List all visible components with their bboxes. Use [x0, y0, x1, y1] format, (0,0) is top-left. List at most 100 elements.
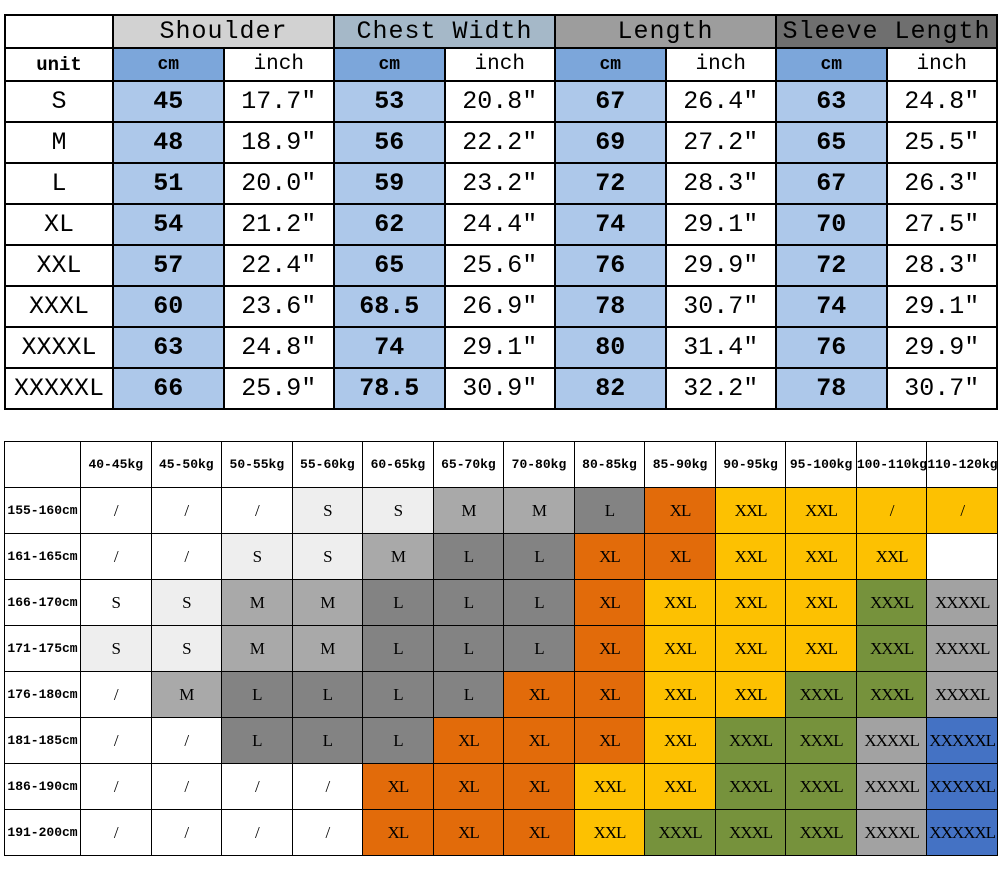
- size-label: XXXL: [4, 285, 114, 328]
- fit-cell: XL: [644, 533, 716, 580]
- inch-value: 30.7": [664, 285, 777, 328]
- fit-row-181-185cm: 181-185cm / / L L L XL XL XL XXL XXXL XXXL XXXXL XXXX…: [4, 717, 998, 764]
- size-chart-page: Shoulder Chest Width Length Sleeve Length u…: [0, 14, 1000, 856]
- fit-cell: /: [80, 809, 152, 856]
- unit-label: unit: [4, 47, 114, 82]
- fit-cell: L: [432, 533, 505, 580]
- fit-cell: /: [150, 487, 223, 534]
- cm-value: 68.5: [333, 285, 446, 328]
- size-label: XXXXL: [4, 326, 114, 369]
- fit-cell: L: [362, 717, 434, 764]
- corner-cell: [4, 14, 114, 49]
- fit-cell: XXL: [785, 533, 857, 580]
- inch-value: 32.2": [664, 367, 777, 410]
- unit-header-cm: cm: [775, 47, 888, 82]
- fit-cell: XXXL: [855, 671, 928, 718]
- fit-cell: /: [150, 717, 223, 764]
- fit-cell: XXXXXL: [926, 809, 998, 856]
- fit-cell: XXL: [855, 533, 928, 580]
- inch-value: 27.2": [664, 121, 777, 164]
- weight-header: 65-70kg: [432, 441, 505, 488]
- fit-cell: XXL: [573, 763, 646, 810]
- fit-cell: XL: [573, 533, 646, 580]
- cm-value: 78.5: [333, 367, 446, 410]
- fit-cell: XXL: [714, 579, 787, 626]
- fit-cell: L: [291, 671, 364, 718]
- inch-value: 29.9": [664, 244, 777, 287]
- fit-cell: L: [362, 625, 434, 672]
- fit-cell: /: [150, 763, 223, 810]
- inch-value: 31.4": [664, 326, 777, 369]
- cm-value: 78: [775, 367, 888, 410]
- size-label: XXL: [4, 244, 114, 287]
- measurement-table: Shoulder Chest Width Length Sleeve Length u…: [4, 14, 998, 410]
- cm-value: 74: [775, 285, 888, 328]
- size-row-xl: XL 54 21.2" 62 24.4" 74 29.1" 70 27.5": [4, 203, 998, 246]
- unit-header-cm: cm: [112, 47, 225, 82]
- fit-row-166-170cm: 166-170cm S S M M L L L XL XXL XXL XXL XXXL XXXXL: [4, 579, 998, 626]
- fit-cell: L: [362, 579, 434, 626]
- fit-cell: XXXXL: [855, 717, 928, 764]
- size-row-xxl: XXL 57 22.4" 65 25.6" 76 29.9" 72 28.3": [4, 244, 998, 287]
- fit-cell: M: [291, 625, 364, 672]
- fit-cell: XXXL: [714, 809, 787, 856]
- fit-cell: XXL: [714, 671, 787, 718]
- fit-cell: XL: [432, 809, 505, 856]
- fit-cell: /: [221, 487, 293, 534]
- fit-cell: XL: [432, 763, 505, 810]
- unit-header-cm: cm: [333, 47, 446, 82]
- fit-row-191-200cm: 191-200cm / / / / XL XL XL XXL XXXL XXXL XXXL XXXXL X…: [4, 809, 998, 856]
- cm-value: 82: [554, 367, 667, 410]
- size-row-m: M 48 18.9" 56 22.2" 69 27.2" 65 25.5": [4, 121, 998, 164]
- fit-cell: /: [80, 717, 152, 764]
- fit-cell: XXXL: [785, 671, 857, 718]
- fit-cell: /: [855, 487, 928, 534]
- fit-cell: XXXXL: [926, 579, 998, 626]
- fit-cell: L: [432, 671, 505, 718]
- weight-header: 95-100kg: [785, 441, 857, 488]
- fit-cell: L: [432, 625, 505, 672]
- fit-cell: L: [432, 579, 505, 626]
- size-row-s: S 45 17.7" 53 20.8" 67 26.4" 63 24.8": [4, 80, 998, 123]
- fit-cell: XXXL: [785, 717, 857, 764]
- cm-value: 63: [775, 80, 888, 123]
- cm-value: 78: [554, 285, 667, 328]
- fit-cell: XXL: [644, 763, 716, 810]
- fit-cell: L: [573, 487, 646, 534]
- fit-cell: XXXL: [785, 763, 857, 810]
- inch-value: 26.4": [664, 80, 777, 123]
- inch-value: 25.9": [222, 367, 335, 410]
- fit-cell: L: [362, 671, 434, 718]
- fit-cell: S: [291, 533, 364, 580]
- fit-cell: S: [150, 625, 223, 672]
- fit-cell: XXL: [785, 579, 857, 626]
- fit-row-161-165cm: 161-165cm / / S S M L L XL XL XXL XXL XXL: [4, 533, 998, 580]
- inch-value: 24.8": [222, 326, 335, 369]
- cm-value: 66: [112, 367, 225, 410]
- inch-value: 25.6": [443, 244, 556, 287]
- fit-cell: XXXL: [785, 809, 857, 856]
- inch-value: 29.1": [885, 285, 998, 328]
- fit-cell: XXL: [573, 809, 646, 856]
- fit-cell: XL: [503, 763, 575, 810]
- inch-value: 21.2": [222, 203, 335, 246]
- fit-cell: XXXXL: [926, 671, 998, 718]
- fit-cell: XXL: [644, 625, 716, 672]
- fit-cell: XXL: [714, 487, 787, 534]
- cm-value: 57: [112, 244, 225, 287]
- cm-value: 62: [333, 203, 446, 246]
- fit-cell: XL: [644, 487, 716, 534]
- fit-cell: M: [362, 533, 434, 580]
- measurement-group-row: Shoulder Chest Width Length Sleeve Length: [4, 14, 998, 49]
- fit-cell: M: [432, 487, 505, 534]
- fit-cell: XXXXL: [855, 763, 928, 810]
- fit-cell: XXL: [785, 625, 857, 672]
- inch-value: 25.5": [885, 121, 998, 164]
- cm-value: 59: [333, 162, 446, 205]
- cm-value: 65: [775, 121, 888, 164]
- fit-cell: XXL: [714, 625, 787, 672]
- size-label: XXXXXL: [4, 367, 114, 410]
- inch-value: 18.9": [222, 121, 335, 164]
- fit-cell: XL: [573, 671, 646, 718]
- cm-value: 76: [554, 244, 667, 287]
